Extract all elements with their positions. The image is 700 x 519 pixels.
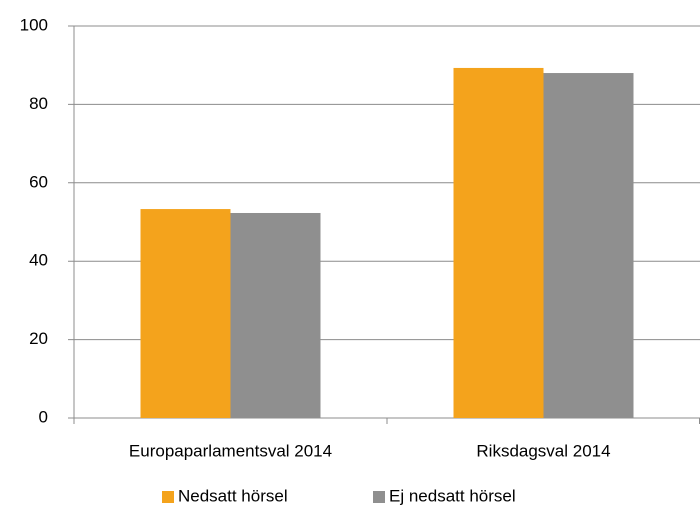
legend-label: Ej nedsatt hörsel <box>389 486 516 505</box>
legend-swatch <box>162 491 174 503</box>
bar <box>543 73 634 418</box>
y-tick-label: 0 <box>39 407 48 426</box>
y-tick-label: 20 <box>29 329 48 348</box>
legend-swatch <box>373 491 385 503</box>
y-tick-label: 40 <box>29 251 48 270</box>
y-tick-label: 60 <box>29 172 48 191</box>
x-tick-label: Riksdagsval 2014 <box>476 441 610 460</box>
y-tick-label: 100 <box>20 15 48 34</box>
bar <box>230 212 321 418</box>
bar <box>453 67 544 418</box>
x-tick-label: Europaparlamentsval 2014 <box>129 441 332 460</box>
bar <box>140 209 231 418</box>
y-tick-label: 80 <box>29 94 48 113</box>
legend-label: Nedsatt hörsel <box>178 486 288 505</box>
